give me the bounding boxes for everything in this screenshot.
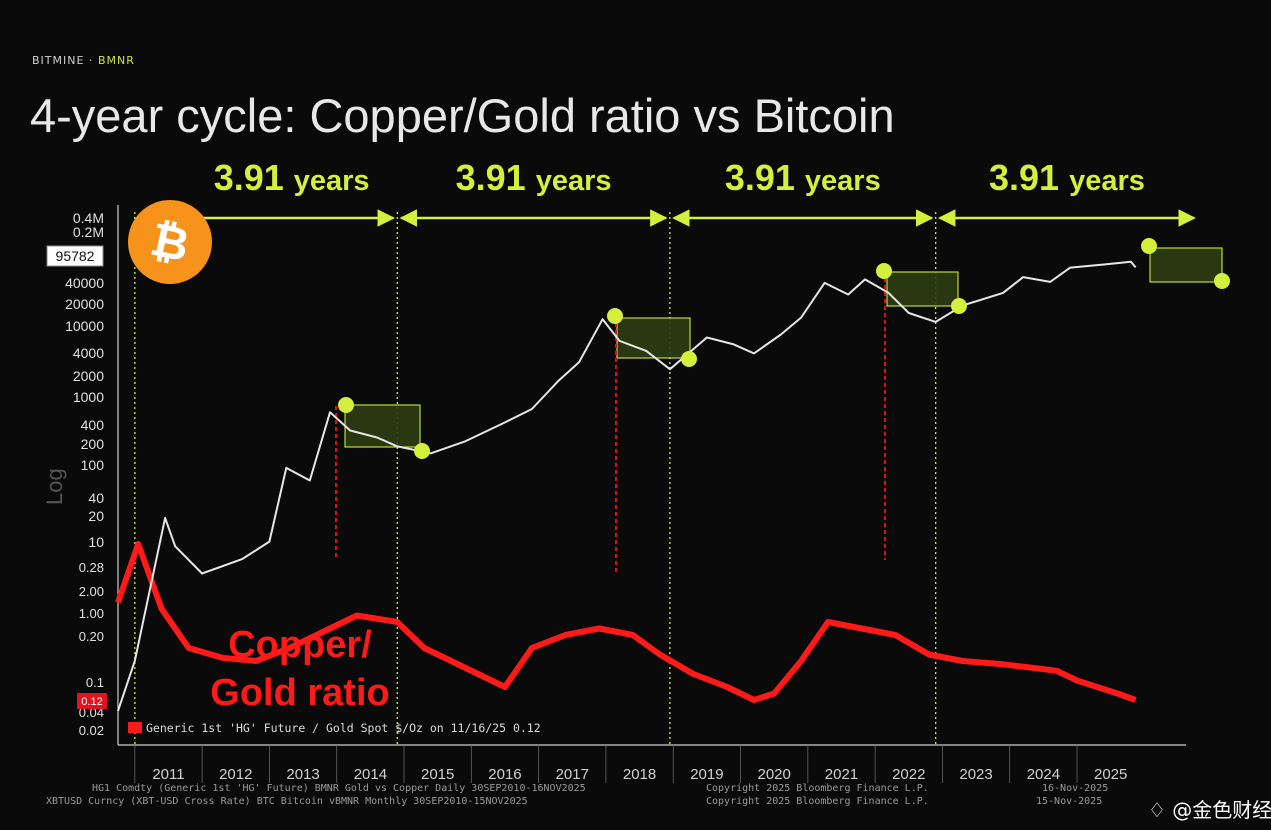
x-tick-label: 2015 bbox=[421, 766, 454, 783]
drawdown-box bbox=[1149, 247, 1223, 283]
watermark-text: 金色财经 bbox=[1192, 798, 1271, 822]
y-btc-tick-label: 10 bbox=[88, 534, 104, 550]
x-tick-label: 2019 bbox=[690, 766, 723, 783]
x-tick-label: 2025 bbox=[1094, 766, 1127, 783]
cycle-label-number: 3.91 bbox=[456, 157, 536, 198]
y-btc-tick-label: 4000 bbox=[73, 345, 104, 361]
y-btc-tick-label: 0.4M bbox=[73, 210, 104, 226]
ratio-price-tag-box bbox=[77, 693, 107, 709]
x-tick-label: 2021 bbox=[825, 766, 858, 783]
y-btc-tick-label: 40000 bbox=[65, 275, 104, 291]
cycle-label: 3.91 years bbox=[725, 157, 881, 198]
footer-line2: XBTUSD Curncy (XBT-USD Cross Rate) BTC B… bbox=[46, 796, 528, 807]
y-btc-tick-label: 20000 bbox=[65, 296, 104, 312]
y-ratio-tick-label: 0.02 bbox=[79, 723, 104, 738]
drawdown-box bbox=[616, 317, 691, 359]
cycle-point-marker bbox=[1214, 273, 1230, 289]
cycle-point-marker bbox=[414, 443, 430, 459]
btc-price-tag: 95782 bbox=[56, 248, 95, 264]
footer-date2: 15-Nov-2025 bbox=[1036, 796, 1103, 807]
x-tick-label: 2018 bbox=[623, 766, 656, 783]
x-tick-label: 2020 bbox=[757, 766, 790, 783]
btc-price-tag-box bbox=[46, 245, 104, 267]
copper-gold-annotation-line2: Gold ratio bbox=[210, 672, 389, 714]
x-tick-label: 2012 bbox=[219, 766, 252, 783]
brand-company: BITMINE bbox=[32, 54, 85, 67]
footer-date1: 16-Nov-2025 bbox=[1042, 783, 1109, 794]
bitcoin-logo-icon bbox=[128, 200, 212, 284]
y-btc-tick-label: 10000 bbox=[65, 318, 104, 334]
cycle-label-number: 3.91 bbox=[725, 157, 805, 198]
watermark: ♢ @金色财经 bbox=[1148, 798, 1271, 822]
y-ratio-tick-label: 0.28 bbox=[79, 560, 104, 575]
y-btc-tick-label: 0.2M bbox=[73, 224, 104, 240]
y-btc-tick-label: 100 bbox=[81, 457, 105, 473]
footer-line1: HG1 Comdty (Generic 1st 'HG' Future) BMN… bbox=[92, 783, 586, 794]
y-axis-scale-label: Log bbox=[42, 468, 67, 505]
series-copper-gold-line bbox=[115, 541, 1137, 703]
x-tick-label: 2016 bbox=[488, 766, 521, 783]
cycle-label-number: 3.91 bbox=[214, 157, 294, 198]
x-tick-label: 2022 bbox=[892, 766, 925, 783]
cycle-point-marker bbox=[607, 308, 623, 324]
y-btc-tick-label: 1000 bbox=[73, 389, 104, 405]
cycle-label: 3.91 years bbox=[214, 157, 370, 198]
legend-swatch bbox=[128, 722, 142, 733]
y-btc-tick-label: 40 bbox=[88, 490, 104, 506]
cycle-label-unit: years bbox=[536, 165, 612, 197]
page-title: 4-year cycle: Copper/Gold ratio vs Bitco… bbox=[30, 89, 895, 142]
cycle-label-unit: years bbox=[294, 165, 370, 197]
brand-ticker: BMNR bbox=[97, 54, 135, 67]
ratio-price-tag: 0.12 bbox=[81, 696, 102, 708]
series-bitcoin-line bbox=[117, 260, 1137, 712]
copper-gold-annotation-line1: Copper/ bbox=[228, 624, 372, 666]
cycle-point-marker bbox=[1141, 238, 1157, 254]
footer-copyright1: Copyright 2025 Bloomberg Finance L.P. bbox=[706, 783, 929, 794]
y-ratio-tick-label: 1.00 bbox=[79, 606, 104, 621]
x-tick-label: 2023 bbox=[959, 766, 992, 783]
y-btc-tick-label: 2000 bbox=[73, 368, 104, 384]
y-ratio-tick-label: 2.00 bbox=[79, 584, 104, 599]
cycle-label: 3.91 years bbox=[989, 157, 1145, 198]
x-tick-label: 2013 bbox=[286, 766, 319, 783]
cycle-label-number: 3.91 bbox=[989, 157, 1069, 198]
brand-separator: · bbox=[84, 54, 98, 67]
drawdown-box bbox=[886, 271, 959, 307]
x-tick-label: 2014 bbox=[354, 766, 387, 783]
cycle-point-marker bbox=[951, 298, 967, 314]
x-tick-label: 2024 bbox=[1027, 766, 1060, 783]
y-ratio-tick-label: 0.20 bbox=[79, 629, 104, 644]
footer-copyright2: Copyright 2025 Bloomberg Finance L.P. bbox=[706, 796, 929, 807]
watermark-icon: ♢ bbox=[1148, 798, 1166, 822]
cycle-point-marker bbox=[338, 397, 354, 413]
y-btc-tick-label: 400 bbox=[81, 417, 105, 433]
cycle-label-unit: years bbox=[1069, 165, 1145, 197]
x-tick-label: 2011 bbox=[152, 766, 184, 783]
cycle-point-marker bbox=[876, 263, 892, 279]
cycle-label-unit: years bbox=[805, 165, 881, 197]
brand-header: BITMINE · BMNR bbox=[32, 54, 135, 67]
cycle-point-marker bbox=[681, 351, 697, 367]
cycle-label: 3.91 years bbox=[456, 157, 612, 198]
x-tick-label: 2017 bbox=[556, 766, 589, 783]
y-ratio-tick-label: 0.1 bbox=[86, 675, 104, 690]
y-btc-tick-label: 200 bbox=[81, 436, 105, 452]
legend-text: Generic 1st 'HG' Future / Gold Spot $/Oz… bbox=[146, 721, 541, 735]
y-btc-tick-label: 20 bbox=[88, 508, 104, 524]
